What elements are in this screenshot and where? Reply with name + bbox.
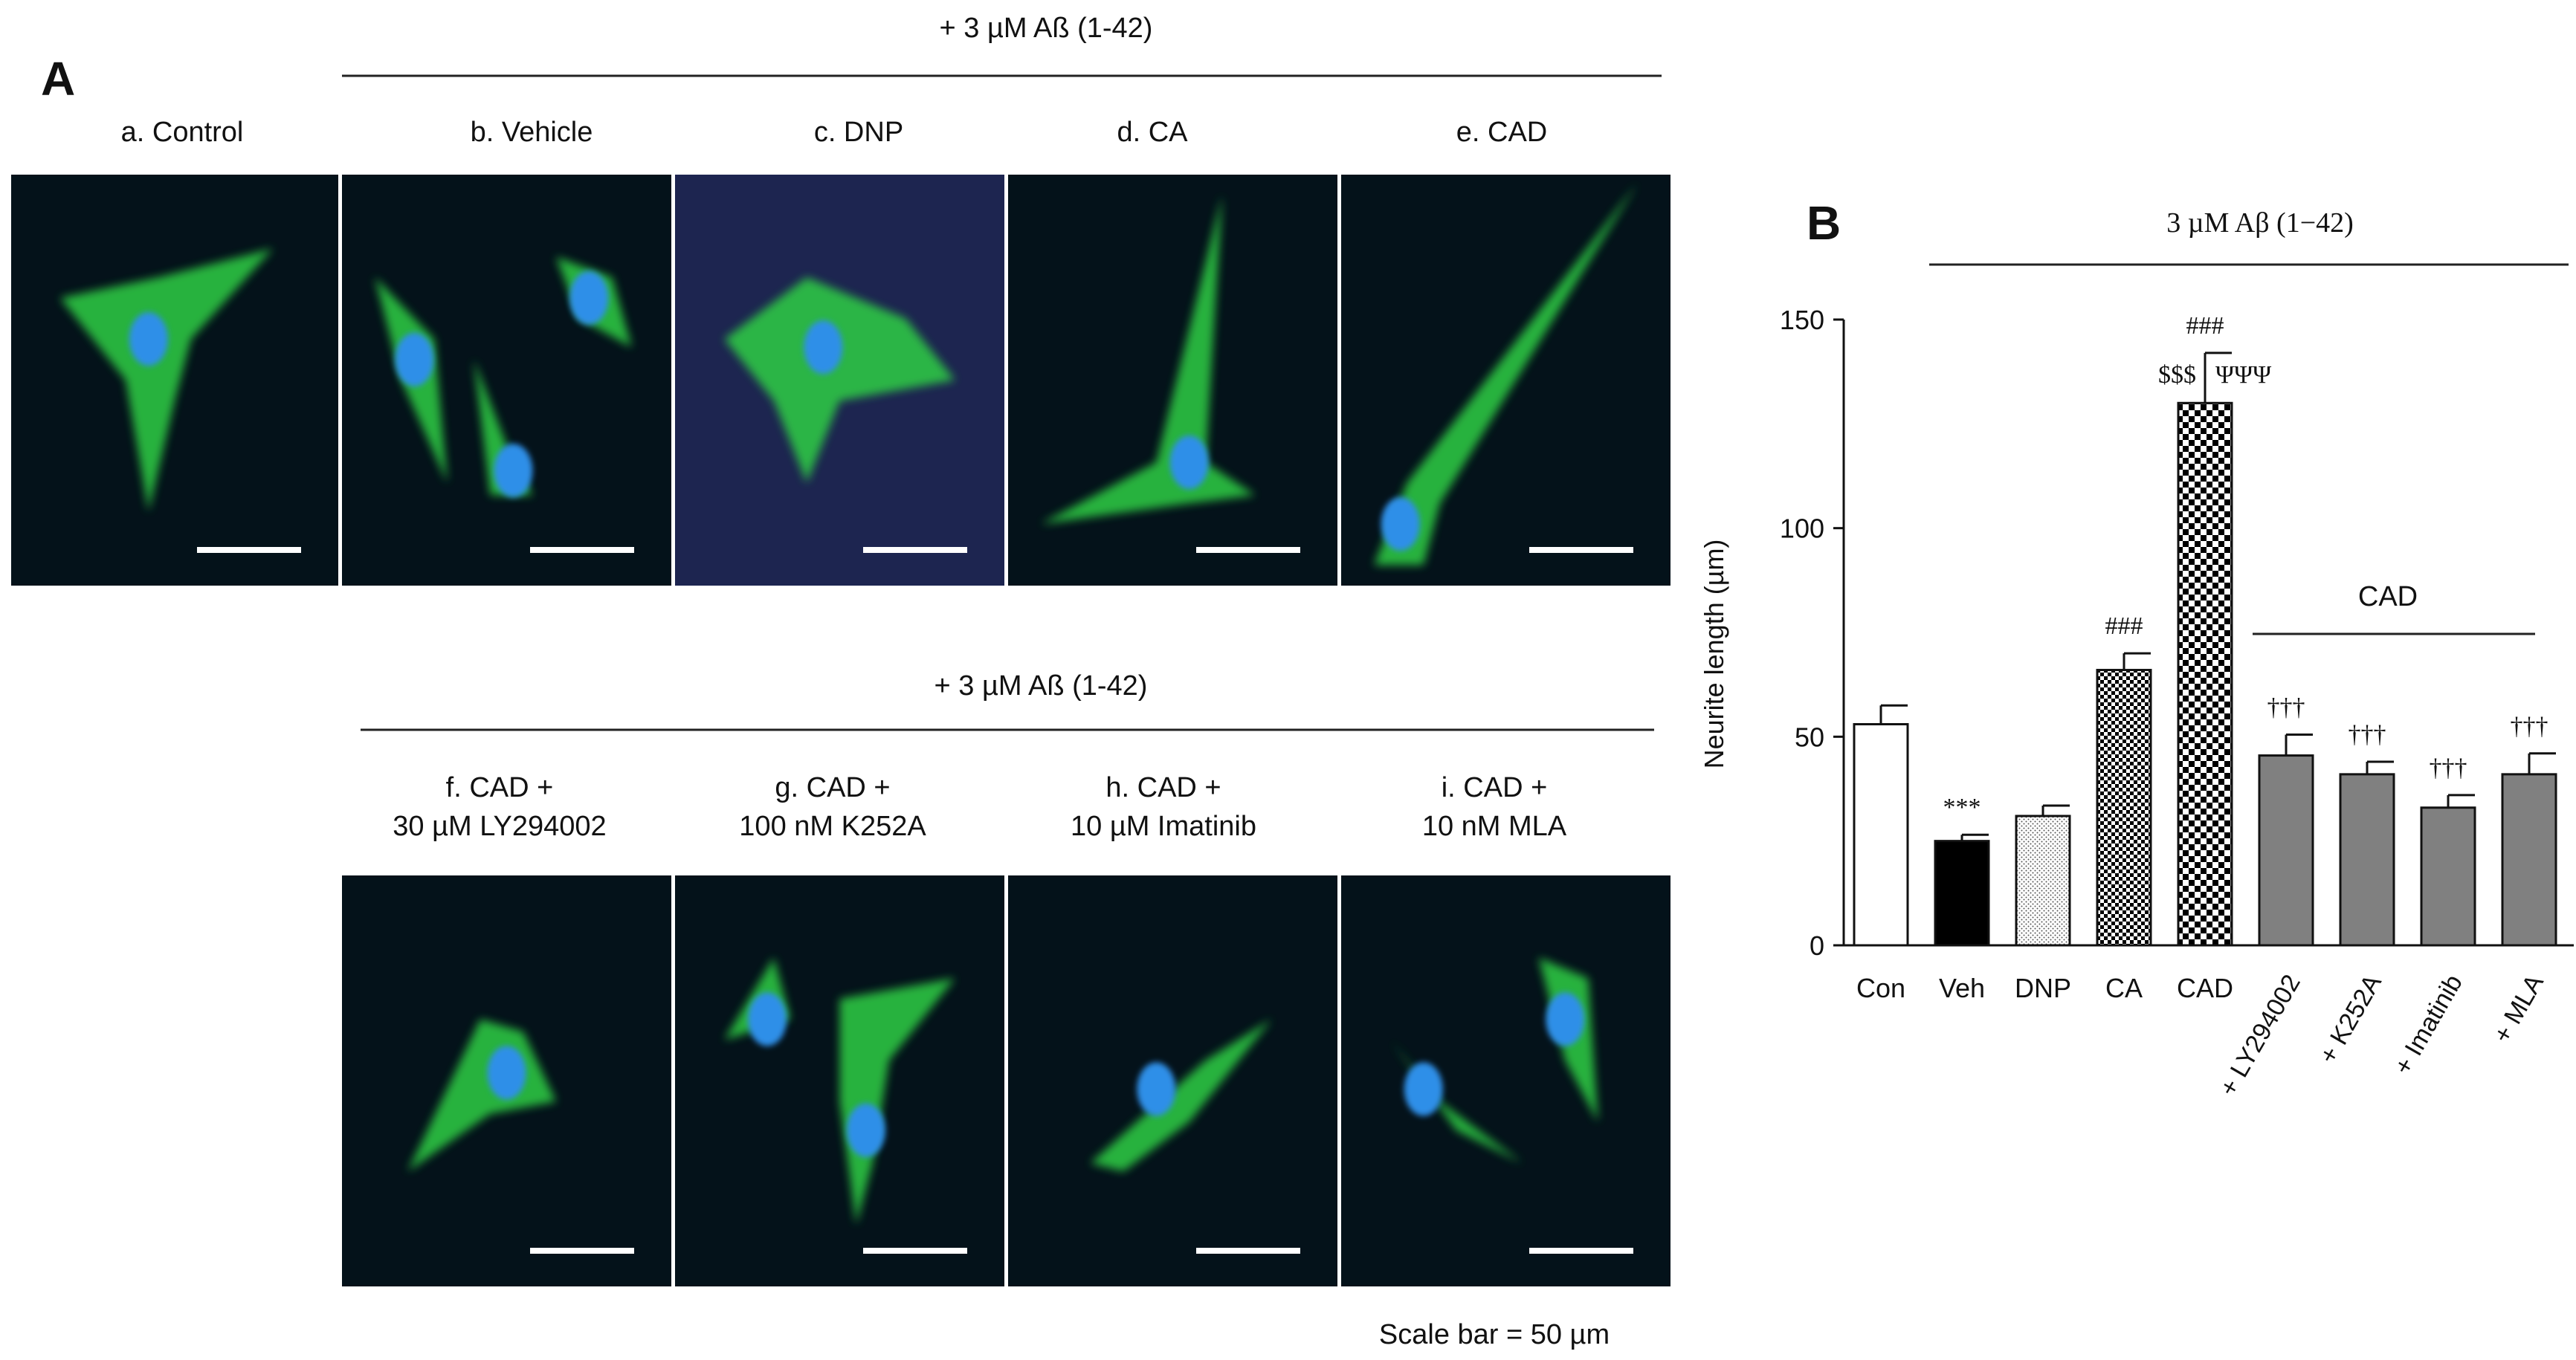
y-axis-label: Neurite length (µm) — [1699, 540, 1729, 769]
cell-nucleus — [129, 312, 168, 366]
panel-a-top-header: + 3 µM Aß (1-42) — [940, 13, 1153, 44]
significance-annotation: *** — [1943, 794, 1981, 821]
bar — [2501, 773, 2557, 947]
bar — [1934, 840, 1990, 947]
cell-nucleus — [1137, 1062, 1176, 1116]
x-tick-label: DNP — [2015, 973, 2071, 1003]
cell-nucleus — [748, 992, 787, 1046]
significance-annotation: $$$ — [2158, 361, 2196, 389]
bar — [2177, 401, 2233, 947]
significance-annotation: ††† — [2267, 694, 2305, 722]
panel-a-letter: A — [41, 52, 75, 106]
scale-bar-note: Scale bar = 50 µm — [1379, 1319, 1610, 1350]
significance-annotation: ### — [2105, 612, 2143, 640]
y-tick-label: 100 — [1780, 514, 1824, 544]
micrograph-caption-line: 10 µM Imatinib — [1071, 811, 1256, 842]
cell-body — [474, 359, 533, 496]
cell-nucleus — [487, 1046, 526, 1100]
panel-b-header: 3 µM Aβ (1−42) — [2166, 207, 2354, 239]
x-tick-label: + MLA — [2488, 970, 2549, 1048]
cell-nucleus — [846, 1103, 885, 1157]
micrograph — [1008, 875, 1337, 1286]
panel-a-bottom-captions: f. CAD + 30 µM LY294002 g. CAD + 100 nM K25… — [393, 772, 1567, 842]
significance-annotation: ††† — [2349, 721, 2386, 748]
micrograph — [675, 175, 1004, 586]
micrograph-caption-line: g. CAD + — [775, 772, 890, 803]
panel-b-subheader: CAD — [2358, 581, 2418, 612]
micrograph — [1341, 875, 1670, 1286]
micrograph-caption: b. Vehicle — [471, 117, 593, 148]
bar-chart: 0 50 100 150 Con *** Veh DNP ### CA ### $$$ ΨΨΨ CAD ††… — [1780, 305, 2574, 1101]
panel-b-letter: B — [1807, 196, 1841, 250]
cell-body — [1090, 1019, 1272, 1172]
cell-body — [724, 277, 955, 483]
cell-nucleus — [1169, 435, 1209, 490]
x-tick-label: + Imatinib — [2389, 970, 2468, 1079]
micrograph — [11, 175, 338, 586]
x-tick-label: CAD — [2177, 973, 2233, 1003]
x-tick-label: Con — [1856, 973, 1905, 1003]
cell-body — [60, 248, 273, 512]
y-tick-label: 0 — [1810, 930, 1824, 961]
micrograph-background — [342, 175, 671, 586]
x-tick-label: Veh — [1939, 973, 1985, 1003]
x-tick-label: CA — [2105, 973, 2143, 1003]
micrograph-caption-line: 10 nM MLA — [1422, 811, 1567, 842]
micrograph-caption: a. Control — [121, 117, 244, 148]
panel-a-micrographs — [11, 175, 1670, 1286]
micrograph — [1341, 175, 1670, 586]
x-tick-label: + K252A — [2314, 970, 2387, 1069]
cell-nucleus — [1381, 497, 1420, 551]
micrograph-caption-line: h. CAD + — [1105, 772, 1221, 803]
cell-nucleus — [569, 271, 609, 325]
bar — [2339, 773, 2395, 947]
cell-body — [839, 978, 955, 1225]
micrograph — [1008, 175, 1337, 586]
micrograph-caption: c. DNP — [814, 117, 903, 148]
bar — [2015, 815, 2071, 947]
micrograph — [342, 875, 671, 1286]
micrograph-background — [1341, 875, 1670, 1286]
cell-nucleus — [395, 332, 434, 386]
micrograph-caption-line: i. CAD + — [1442, 772, 1548, 803]
cell-nucleus — [804, 320, 843, 375]
significance-annotation: ††† — [2430, 754, 2467, 782]
cell-nucleus — [494, 444, 533, 498]
bar — [1853, 722, 1909, 947]
cell-body — [1374, 183, 1638, 566]
micrograph — [342, 175, 671, 586]
cell-nucleus — [1546, 992, 1585, 1046]
panel-a-bottom-header: + 3 µM Aß (1-42) — [934, 670, 1148, 702]
bar — [2420, 806, 2476, 947]
significance-annotation: ††† — [2511, 713, 2548, 740]
micrograph-caption-line: f. CAD + — [446, 772, 554, 803]
micrograph-caption-line: 30 µM LY294002 — [393, 811, 606, 842]
micrograph — [675, 875, 1004, 1286]
cell-body — [1041, 195, 1256, 524]
y-tick-label: 150 — [1780, 305, 1824, 335]
bar — [2096, 669, 2152, 947]
micrograph-caption: e. CAD — [1456, 117, 1547, 148]
cell-nucleus — [1404, 1062, 1443, 1116]
bar — [2258, 754, 2314, 947]
significance-annotation: ΨΨΨ — [2215, 361, 2271, 389]
micrograph-caption: d. CA — [1117, 117, 1188, 148]
y-tick-label: 50 — [1795, 722, 1824, 752]
panel-a-top-captions: a. Control b. Vehicle c. DNP d. CA e. CAD — [121, 117, 1548, 148]
micrograph-background — [1008, 175, 1337, 586]
significance-annotation: ### — [2186, 312, 2224, 340]
micrograph-caption-line: 100 nM K252A — [739, 811, 926, 842]
